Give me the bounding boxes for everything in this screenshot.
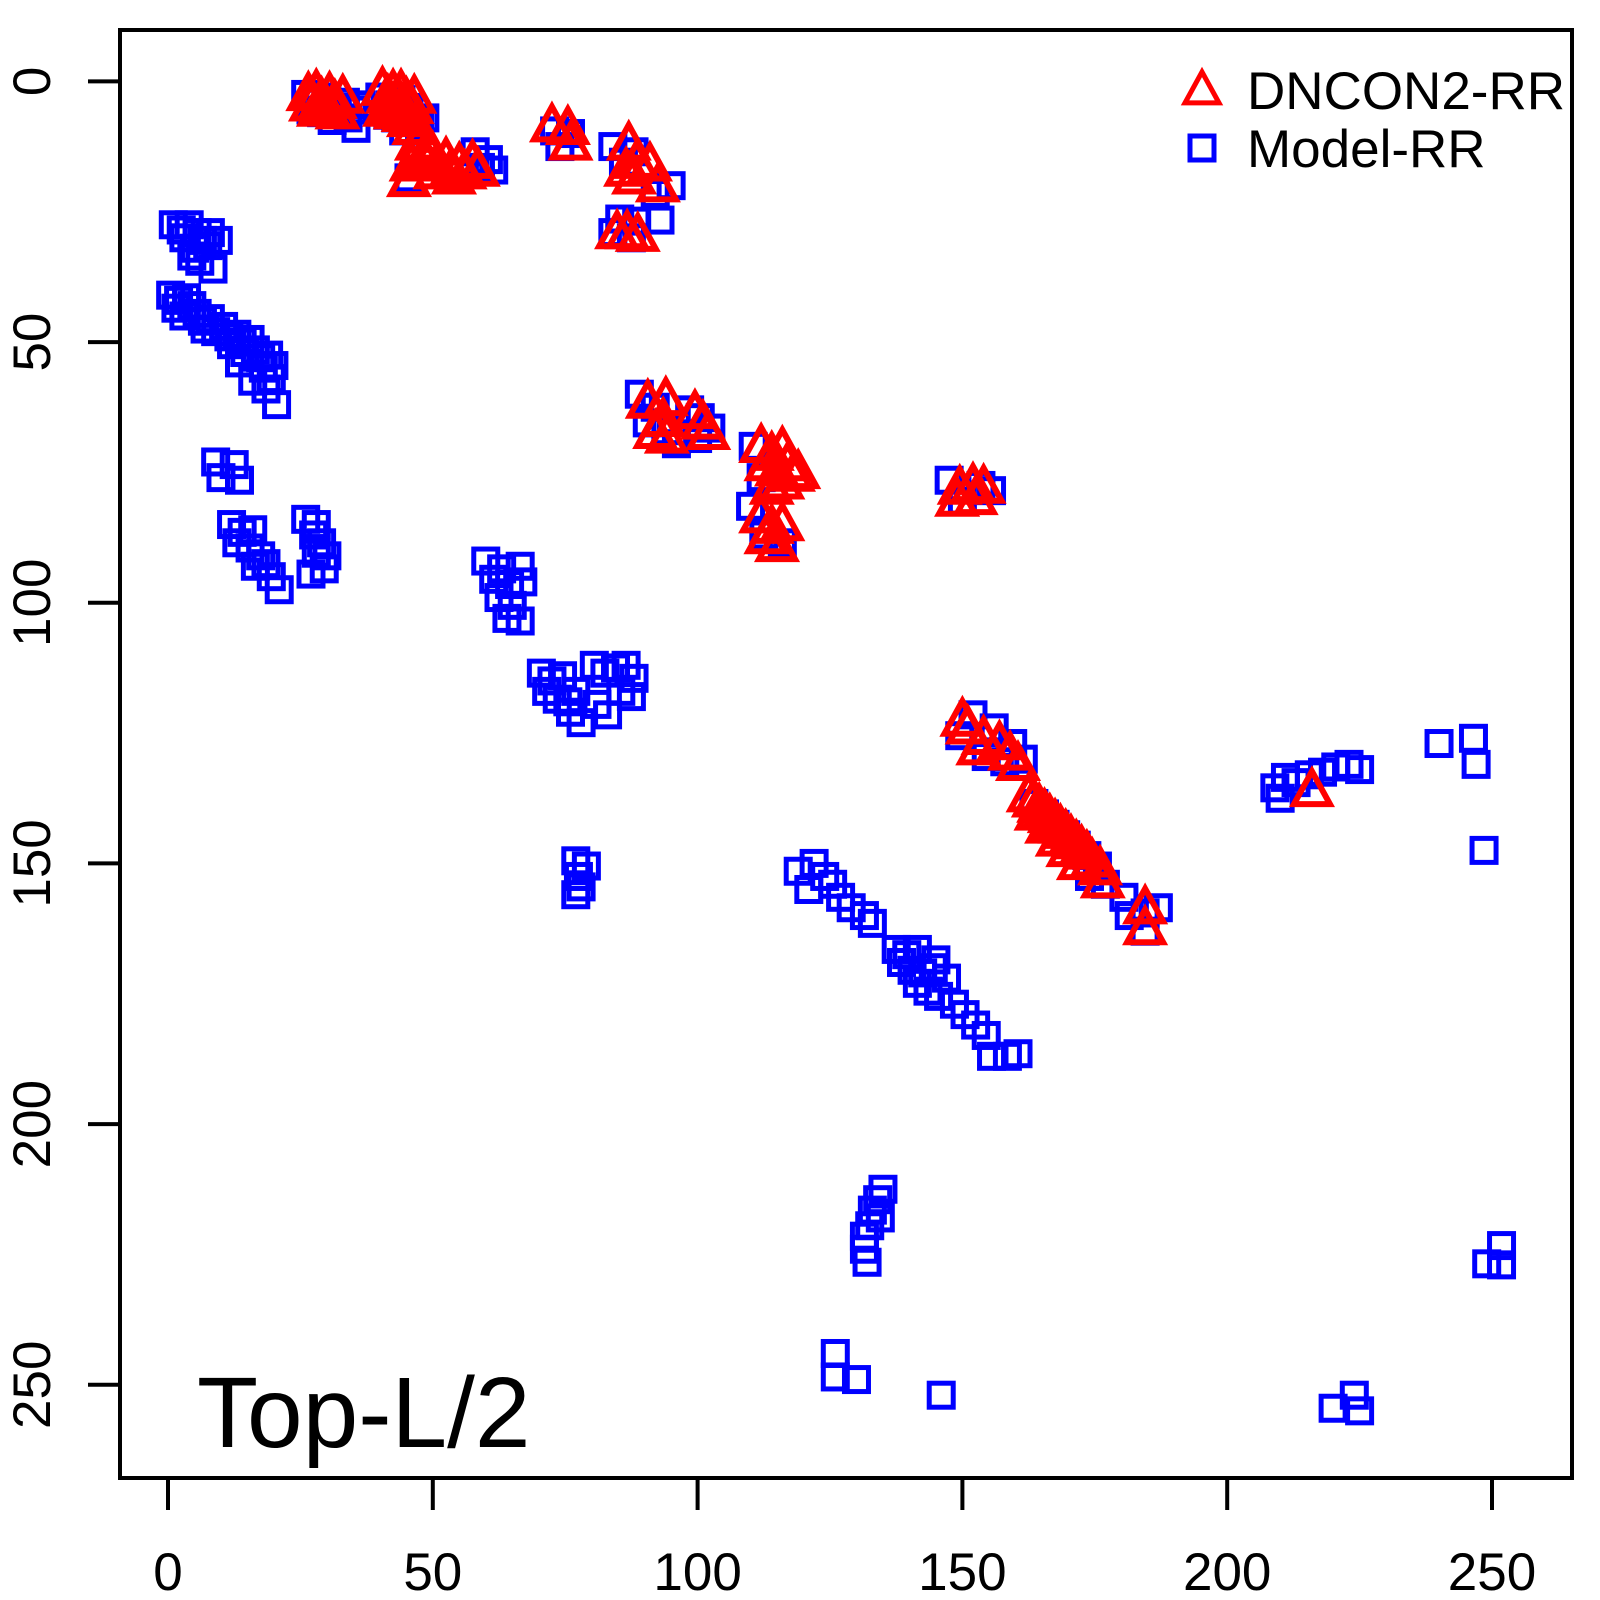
x-axis: 0 50 100 150 200 250	[153, 1478, 1536, 1600]
triangle-marker	[955, 723, 1002, 766]
y-axis: 0 50 100 150 200 250	[3, 67, 120, 1429]
x-tick-label: 0	[153, 1543, 182, 1600]
square-marker	[1461, 749, 1491, 779]
square-marker	[471, 546, 501, 576]
triangle-marker	[1055, 838, 1102, 881]
square-marker	[1187, 133, 1217, 163]
triangle-marker	[454, 144, 501, 187]
triangle-marker	[685, 408, 732, 450]
triangle-marker	[643, 411, 690, 454]
square-marker	[1345, 755, 1375, 785]
y-tick-label: 100	[3, 559, 62, 647]
square-marker	[1424, 729, 1454, 759]
square-marker	[820, 1362, 850, 1392]
triangle-marker	[952, 473, 999, 516]
y-tick-label: 0	[3, 67, 62, 96]
x-tick-label: 250	[1448, 1543, 1536, 1600]
triangle-marker	[632, 406, 679, 449]
square-marker	[201, 447, 231, 477]
square-marker	[593, 700, 623, 730]
triangle-marker	[939, 694, 986, 737]
y-tick-label: 150	[3, 819, 62, 907]
x-tick-label: 100	[653, 1543, 741, 1600]
triangle-marker	[1180, 66, 1224, 106]
series-model-rr	[156, 79, 1517, 1426]
square-marker	[616, 682, 646, 712]
square-marker	[857, 908, 887, 938]
triangle-marker	[385, 155, 433, 198]
square-marker	[924, 981, 954, 1011]
square-marker	[1469, 835, 1499, 865]
triangle-marker	[287, 79, 335, 122]
triangle-marker	[642, 374, 689, 417]
legend-label: DNCON2-RR	[1247, 62, 1565, 121]
square-marker	[820, 1338, 850, 1368]
square-marker	[479, 564, 509, 594]
square-marker	[1345, 1396, 1375, 1426]
triangle-marker	[547, 118, 594, 161]
triangle-marker	[614, 209, 661, 252]
square-marker	[1003, 1039, 1033, 1069]
triangle-marker	[994, 739, 1042, 782]
square-marker	[505, 606, 535, 636]
square-marker	[926, 1380, 956, 1410]
x-tick-label: 200	[1183, 1543, 1271, 1600]
triangle-marker	[1288, 765, 1336, 808]
square-marker	[1472, 1249, 1502, 1279]
square-marker	[1265, 783, 1295, 813]
square-marker	[1487, 1250, 1517, 1280]
square-marker	[296, 559, 326, 589]
triangle-marker	[759, 457, 806, 500]
series-dncon2-rr	[285, 63, 1336, 946]
triangle-marker	[544, 103, 591, 146]
triangle-marker	[1122, 903, 1169, 946]
y-tick-label: 50	[3, 313, 62, 372]
triangle-marker	[391, 103, 438, 146]
square-marker	[561, 880, 591, 910]
triangle-marker	[671, 387, 719, 430]
triangle-marker	[610, 152, 658, 195]
x-tick-label: 150	[918, 1543, 1006, 1600]
square-marker	[264, 575, 294, 605]
y-tick-label: 200	[3, 1080, 62, 1168]
square-marker	[224, 465, 254, 495]
triangle-marker	[753, 520, 801, 563]
square-marker	[1458, 723, 1488, 753]
plot-box	[118, 28, 1574, 1480]
triangle-marker	[634, 160, 681, 203]
triangle-marker	[748, 462, 795, 505]
square-marker	[262, 390, 292, 420]
triangle-marker	[775, 447, 822, 490]
square-marker	[849, 901, 879, 931]
triangle-marker	[314, 87, 361, 130]
triangle-marker	[1122, 882, 1169, 925]
x-tick-label: 50	[403, 1543, 462, 1600]
square-marker	[195, 218, 225, 248]
square-marker	[852, 1247, 882, 1277]
square-marker	[203, 225, 233, 255]
square-marker	[645, 205, 675, 235]
legend-label: Model-RR	[1247, 120, 1486, 179]
y-tick-label: 250	[3, 1341, 62, 1429]
square-marker	[206, 463, 236, 493]
plot-title: Top-L/2	[197, 1357, 531, 1469]
square-marker	[1487, 1231, 1517, 1261]
square-marker	[566, 872, 596, 902]
square-marker	[198, 254, 228, 284]
square-marker	[971, 1020, 1001, 1050]
square-marker	[921, 945, 951, 975]
square-marker	[841, 1365, 871, 1395]
triangle-marker	[388, 139, 435, 182]
